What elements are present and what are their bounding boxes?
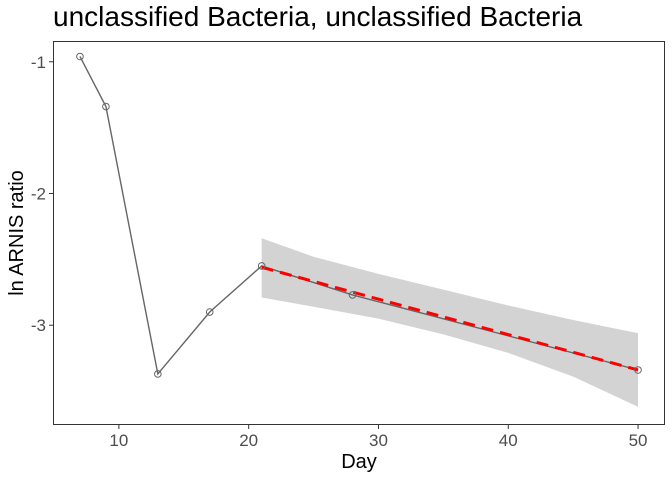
data-point — [348, 291, 357, 299]
confidence-band-layer — [261, 238, 639, 407]
data-point — [154, 370, 162, 378]
x-axis-title: Day — [341, 451, 377, 473]
observed-line-layer — [79, 56, 639, 376]
data-point — [257, 262, 266, 270]
y-tick-label: -1 — [31, 53, 46, 72]
data-point — [76, 52, 84, 61]
x-axis: 10 20 30 40 50 — [109, 424, 648, 450]
y-tick-label: -2 — [31, 184, 46, 203]
data-point — [102, 102, 110, 111]
observed-series-line — [79, 56, 639, 376]
y-axis-title: ln ARNIS ratio — [6, 170, 28, 296]
data-point — [205, 308, 214, 316]
y-axis: -1 -2 -3 — [31, 53, 54, 335]
x-tick-label: 50 — [629, 431, 648, 450]
observed-points-layer — [76, 52, 642, 378]
x-tick-label: 20 — [239, 431, 258, 450]
x-tick-label: 10 — [109, 431, 128, 450]
x-tick-label: 30 — [369, 431, 388, 450]
fit-line-layer — [261, 265, 639, 372]
chart-title: unclassified Bacteria, unclassified Bact… — [53, 1, 583, 32]
y-tick-label: -3 — [31, 316, 46, 335]
x-tick-label: 40 — [499, 431, 518, 450]
plot-panel — [53, 41, 665, 425]
fit-line — [261, 265, 639, 372]
confidence-band — [261, 238, 639, 407]
data-point — [634, 366, 642, 374]
